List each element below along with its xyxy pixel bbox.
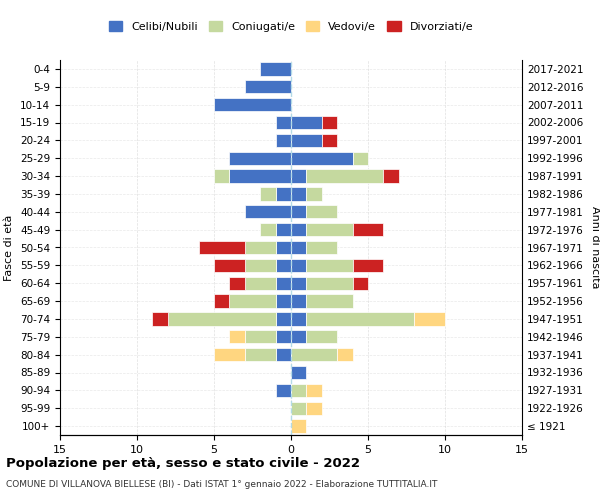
Bar [260,223,275,236]
Bar [353,258,383,272]
Bar [229,152,291,165]
Bar [307,294,353,308]
Bar [245,80,291,94]
Text: Popolazione per età, sesso e stato civile - 2022: Popolazione per età, sesso e stato civil… [6,458,360,470]
Bar [291,348,337,362]
Bar [291,312,307,326]
Bar [275,348,291,362]
Bar [291,384,307,397]
Bar [275,258,291,272]
Bar [307,241,337,254]
Bar [307,312,414,326]
Bar [229,276,245,290]
Text: COMUNE DI VILLANOVA BIELLESE (BI) - Dati ISTAT 1° gennaio 2022 - Elaborazione TU: COMUNE DI VILLANOVA BIELLESE (BI) - Dati… [6,480,437,489]
Bar [275,294,291,308]
Bar [291,276,307,290]
Bar [245,276,275,290]
Bar [291,205,307,218]
Bar [291,402,307,415]
Bar [291,116,322,129]
Bar [245,258,275,272]
Legend: Celibi/Nubili, Coniugati/e, Vedovi/e, Divorziati/e: Celibi/Nubili, Coniugati/e, Vedovi/e, Di… [104,17,478,36]
Bar [291,366,307,379]
Bar [199,241,245,254]
Bar [291,134,322,147]
Bar [245,348,275,362]
Bar [275,223,291,236]
Bar [291,258,307,272]
Bar [322,134,337,147]
Bar [307,170,383,183]
Bar [307,258,353,272]
Bar [214,170,229,183]
Bar [214,98,291,112]
Bar [291,223,307,236]
Bar [275,312,291,326]
Bar [260,187,275,200]
Bar [307,223,353,236]
Bar [291,152,353,165]
Bar [214,258,245,272]
Bar [291,170,307,183]
Bar [291,187,307,200]
Bar [229,170,291,183]
Bar [353,223,383,236]
Bar [275,187,291,200]
Bar [337,348,353,362]
Bar [291,330,307,344]
Bar [229,294,275,308]
Bar [152,312,168,326]
Bar [307,205,337,218]
Bar [275,276,291,290]
Bar [229,330,245,344]
Bar [307,276,353,290]
Bar [322,116,337,129]
Bar [245,205,291,218]
Bar [275,384,291,397]
Y-axis label: Fasce di età: Fasce di età [4,214,14,280]
Bar [383,170,399,183]
Bar [245,330,275,344]
Bar [214,294,229,308]
Bar [353,152,368,165]
Bar [275,241,291,254]
Bar [307,187,322,200]
Bar [260,62,291,76]
Bar [168,312,275,326]
Bar [291,241,307,254]
Bar [245,241,275,254]
Bar [307,402,322,415]
Bar [275,134,291,147]
Bar [307,330,337,344]
Bar [291,420,307,433]
Bar [353,276,368,290]
Bar [414,312,445,326]
Bar [214,348,245,362]
Bar [307,384,322,397]
Y-axis label: Anni di nascita: Anni di nascita [590,206,600,289]
Bar [275,330,291,344]
Bar [291,294,307,308]
Bar [275,116,291,129]
